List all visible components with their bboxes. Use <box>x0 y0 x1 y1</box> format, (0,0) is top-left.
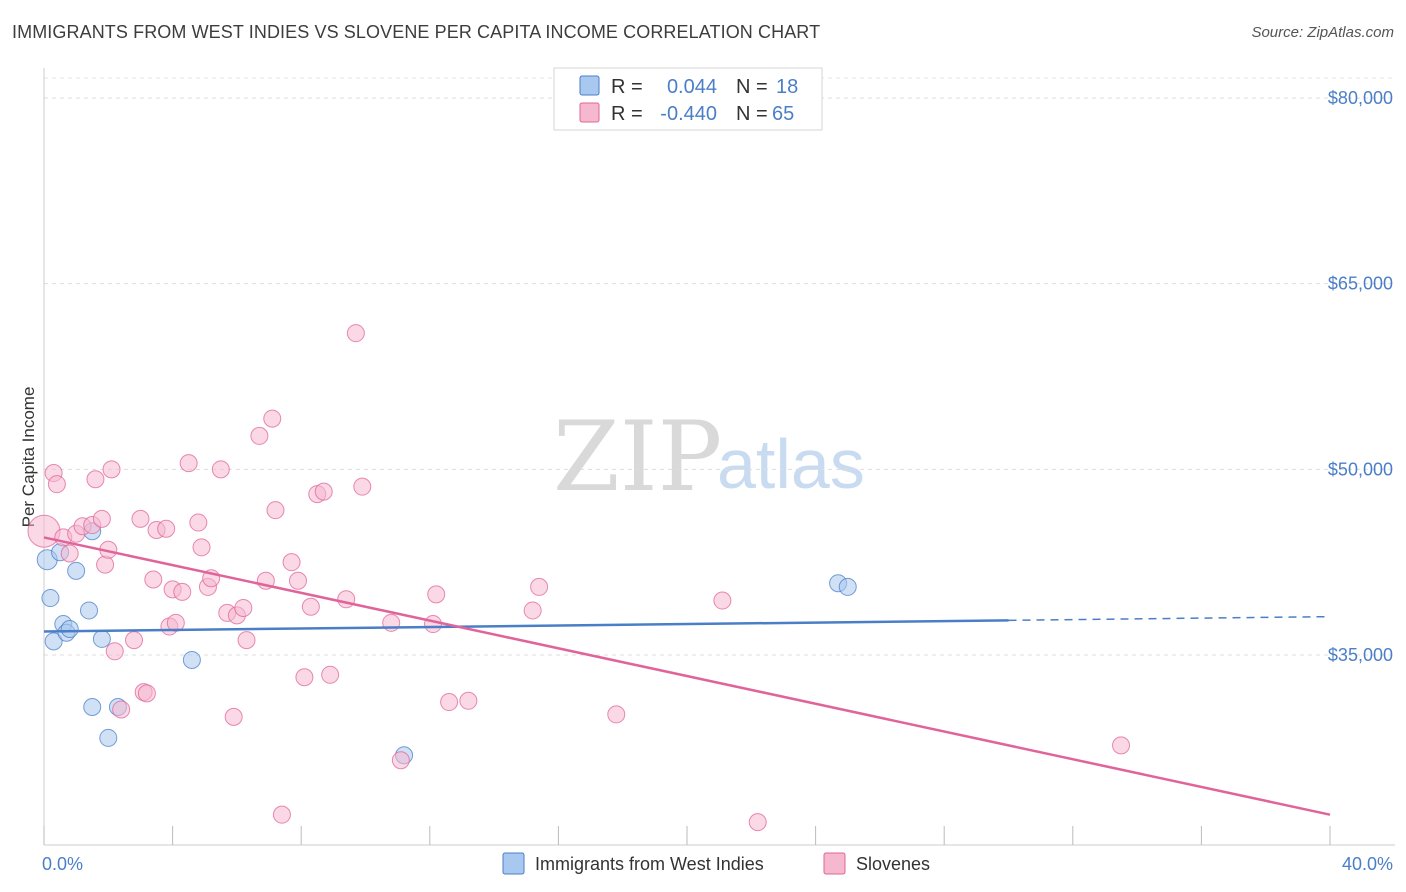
point-slovenes-55 <box>427 585 446 604</box>
trend-lines <box>43 536 1331 816</box>
legend-r-label-1: R = <box>611 103 643 125</box>
point-slovenes-58 <box>523 601 542 620</box>
point-slovenes-14 <box>112 700 131 719</box>
watermark-zip: ZIP <box>553 401 722 513</box>
point-slovenes-16 <box>131 509 150 528</box>
point-slovenes-60 <box>607 705 626 724</box>
point-slovenes-37 <box>250 426 269 445</box>
point-west-indies-11 <box>92 629 111 648</box>
y-tick-label-1: $50,000 <box>1328 459 1393 479</box>
legend-swatch-blue <box>579 75 600 96</box>
point-west-indies-14 <box>182 650 201 669</box>
point-west-indies-6 <box>60 620 79 639</box>
point-slovenes-13 <box>105 642 124 661</box>
point-slovenes-27 <box>189 513 208 532</box>
point-slovenes-44 <box>295 668 314 687</box>
legend-n-label-1: N = <box>736 103 768 125</box>
y-axis-title: Per Capita Income <box>19 387 38 528</box>
point-slovenes-48 <box>321 665 340 684</box>
series-legend-swatch-slovenes <box>823 852 846 875</box>
y-tick-label-3: $80,000 <box>1328 88 1393 108</box>
series-legend-label-slovenes: Slovenes <box>856 854 930 874</box>
point-slovenes-26 <box>179 454 198 473</box>
point-slovenes-61 <box>713 591 732 610</box>
point-slovenes-25 <box>173 582 192 601</box>
point-slovenes-2 <box>47 475 66 494</box>
chart-title: IMMIGRANTS FROM WEST INDIES VS SLOVENE P… <box>12 22 821 42</box>
stats-legend: R = 0.044 N = 18 R = -0.440 N = 65 <box>553 67 823 131</box>
point-slovenes-12 <box>102 460 121 479</box>
point-slovenes-47 <box>314 482 333 501</box>
y-tick-label-2: $65,000 <box>1328 274 1393 294</box>
trend-line-west-indies <box>43 619 1009 633</box>
point-slovenes-50 <box>346 324 365 343</box>
legend-r-value-1: -0.440 <box>660 103 717 125</box>
series-slovenes-points <box>27 324 1131 832</box>
x-ticks <box>43 826 1331 845</box>
point-slovenes-39 <box>263 409 282 428</box>
point-slovenes-0 <box>27 514 61 548</box>
point-slovenes-43 <box>288 571 307 590</box>
series-legend-label-west-indies: Immigrants from West Indies <box>535 854 764 874</box>
point-slovenes-10 <box>96 555 115 574</box>
point-slovenes-21 <box>157 519 176 538</box>
trend-line-west-indies-extension <box>1008 615 1331 622</box>
x-tick-label-min: 0.0% <box>42 854 83 874</box>
point-slovenes-4 <box>60 544 79 563</box>
series-legend-swatch-west-indies <box>502 852 525 875</box>
point-west-indies-2 <box>44 632 63 651</box>
point-slovenes-63 <box>1112 736 1131 755</box>
legend-n-label-0: N = <box>736 76 768 98</box>
point-slovenes-35 <box>234 598 253 617</box>
watermark-atlas: atlas <box>717 425 865 503</box>
point-slovenes-59 <box>530 577 549 596</box>
y-tick-labels: $35,000 $50,000 $65,000 $80,000 <box>1328 88 1393 665</box>
x-tick-label-max: 40.0% <box>1342 854 1393 874</box>
legend-swatch-pink <box>579 102 600 123</box>
point-slovenes-24 <box>166 613 185 632</box>
point-slovenes-31 <box>211 460 230 479</box>
gridlines <box>44 77 1395 656</box>
series-west-indies-points <box>36 522 857 765</box>
point-slovenes-62 <box>748 813 767 832</box>
point-west-indies-7 <box>67 561 86 580</box>
point-slovenes-56 <box>440 693 459 712</box>
y-tick-label-0: $35,000 <box>1328 645 1393 665</box>
legend-r-value-0: 0.044 <box>667 76 717 98</box>
legend-n-value-1: 65 <box>772 103 794 125</box>
point-west-indies-12 <box>99 728 118 747</box>
point-west-indies-17 <box>838 577 857 596</box>
point-slovenes-45 <box>301 597 320 616</box>
point-slovenes-53 <box>391 751 410 770</box>
point-slovenes-57 <box>459 691 478 710</box>
point-slovenes-40 <box>266 501 285 520</box>
trend-line-slovenes <box>43 536 1331 816</box>
axes <box>43 68 1395 846</box>
point-west-indies-1 <box>41 589 60 608</box>
point-slovenes-18 <box>137 684 156 703</box>
point-slovenes-15 <box>125 631 144 650</box>
point-slovenes-42 <box>282 553 301 572</box>
source-credit: Source: ZipAtlas.com <box>1251 24 1394 41</box>
point-slovenes-41 <box>272 805 291 824</box>
point-slovenes-33 <box>224 707 243 726</box>
point-slovenes-8 <box>86 470 105 489</box>
point-slovenes-28 <box>192 538 211 557</box>
legend-r-label-0: R = <box>611 76 643 98</box>
point-slovenes-9 <box>92 509 111 528</box>
point-west-indies-8 <box>80 601 99 620</box>
point-slovenes-36 <box>237 631 256 650</box>
series-legend: Immigrants from West Indies Slovenes <box>502 852 930 875</box>
point-west-indies-10 <box>83 697 102 716</box>
point-slovenes-19 <box>144 570 163 589</box>
legend-n-value-0: 18 <box>776 76 798 98</box>
point-slovenes-49 <box>337 590 356 609</box>
point-slovenes-51 <box>353 477 372 496</box>
point-slovenes-54 <box>424 615 443 634</box>
